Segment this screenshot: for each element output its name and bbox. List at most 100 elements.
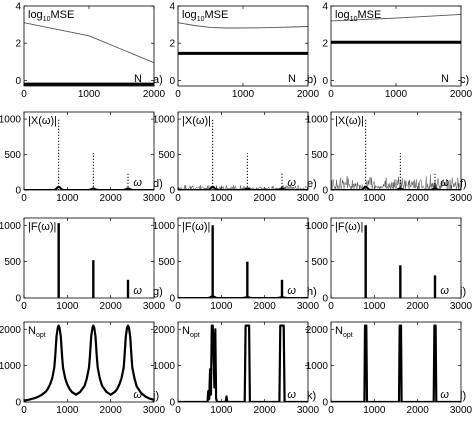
- x-tick-label: 0: [328, 89, 334, 100]
- y-tick-label: 1000: [153, 115, 176, 126]
- series-thick: [24, 324, 154, 402]
- y-tick-label: 500: [311, 150, 328, 161]
- x-tick-label: 2000: [254, 193, 277, 204]
- panel-quantity-label: |X(ω)|: [335, 115, 364, 127]
- axes-frame: [23, 111, 155, 191]
- panel-quantity-label: log10MSE: [335, 9, 381, 23]
- series-thin: [24, 22, 154, 64]
- panel-f: 0 1000 2000 3000 0 500 1000 |X(ω)| ω f): [306, 111, 473, 204]
- plot-area: [178, 324, 308, 402]
- x-tick-label: 3000: [297, 301, 320, 312]
- x-axis-label: ω: [133, 389, 142, 401]
- x-tick-label: 0: [175, 193, 181, 204]
- x-tick-label: 1000: [232, 89, 255, 100]
- panel-letter: a): [153, 74, 163, 86]
- x-axis-label: ω: [133, 177, 142, 189]
- x-tick-label: 1000: [210, 405, 233, 416]
- panel-letter: b): [307, 74, 317, 86]
- axes-frame: [23, 321, 155, 403]
- panel-quantity-label: |F(ω)|: [182, 221, 210, 233]
- x-tick-label: 1000: [363, 193, 386, 204]
- x-tick-label: 1000: [78, 89, 101, 100]
- panel-d: 0 1000 2000 3000 0 500 1000 |X(ω)| ω d): [0, 111, 166, 204]
- axes-frame: [177, 111, 309, 191]
- y-tick-label: 2000: [306, 325, 329, 336]
- panel-h: 0 1000 2000 3000 0 500 1000 |F(ω)| ω h): [153, 217, 320, 312]
- y-tick-label: 0: [322, 398, 328, 409]
- y-tick-label: 500: [158, 150, 175, 161]
- panel-quantity-label: |F(ω)|: [28, 221, 56, 233]
- x-tick-label: 2000: [254, 301, 277, 312]
- panel-letter: c): [460, 74, 469, 86]
- axes-frame: [23, 217, 155, 299]
- y-tick-label: 4: [169, 2, 175, 13]
- plot-area: [178, 22, 308, 55]
- y-tick-label: 1000: [306, 221, 329, 232]
- panel-quantity-label: |F(ω)|: [335, 221, 363, 233]
- y-tick-label: 0: [322, 76, 328, 87]
- x-tick-label: 1000: [210, 301, 233, 312]
- plot-area: [57, 223, 130, 298]
- y-tick-label: 0: [15, 398, 21, 409]
- axes-frame: [177, 321, 309, 403]
- x-tick-label: 2000: [100, 405, 123, 416]
- x-axis-label: ω: [287, 389, 296, 401]
- panel-letter: g): [153, 286, 163, 298]
- plot-area: [364, 225, 437, 298]
- x-axis-label: N: [441, 73, 449, 85]
- x-axis-label: ω: [133, 285, 142, 297]
- series-thick: [178, 324, 308, 402]
- x-tick-label: 1000: [56, 405, 79, 416]
- panel-quantity-label: |X(ω)|: [28, 115, 57, 127]
- plot-area: [331, 324, 461, 402]
- x-tick-label: 1000: [363, 405, 386, 416]
- x-tick-label: 3000: [143, 301, 166, 312]
- x-axis-label: ω: [287, 285, 296, 297]
- x-tick-label: 1000: [210, 193, 233, 204]
- y-tick-label: 0: [15, 76, 21, 87]
- y-tick-label: 0: [15, 294, 21, 305]
- panel-i: 0 1000 2000 3000 0 500 1000 |F(ω)| ω i): [306, 217, 473, 312]
- y-tick-label: 2000: [0, 325, 21, 336]
- panel-letter: h): [307, 286, 317, 298]
- x-tick-label: 2000: [407, 193, 430, 204]
- y-tick-label: 4: [322, 2, 328, 13]
- y-tick-label: 0: [322, 186, 328, 197]
- x-tick-label: 0: [328, 301, 334, 312]
- x-tick-label: 3000: [297, 193, 320, 204]
- axes-frame: [330, 111, 462, 191]
- y-tick-label: 0: [15, 186, 21, 197]
- panel-e: 0 1000 2000 3000 0 500 1000 |X(ω)| ω e): [153, 111, 320, 204]
- x-tick-label: 2000: [450, 89, 473, 100]
- panel-a: 0 1000 2000 0 2 4 log10MSE N a): [15, 2, 165, 101]
- x-tick-label: 3000: [297, 405, 320, 416]
- y-tick-label: 1000: [153, 221, 176, 232]
- panel-b: 0 1000 2000 0 2 4 log10MSE N b): [169, 2, 319, 101]
- series-thick: [331, 324, 461, 402]
- panel-letter: j): [152, 390, 159, 402]
- series-thin: [178, 22, 308, 29]
- x-tick-label: 0: [175, 301, 181, 312]
- y-tick-label: 2: [322, 39, 328, 50]
- panel-quantity-label: Nopt: [28, 325, 46, 339]
- y-tick-label: 2: [169, 39, 175, 50]
- x-tick-label: 2000: [407, 301, 430, 312]
- x-tick-label: 3000: [450, 193, 473, 204]
- panel-quantity-label: log10MSE: [182, 9, 228, 23]
- x-tick-label: 0: [175, 405, 181, 416]
- panel-letter: i): [460, 286, 466, 298]
- x-tick-label: 3000: [143, 193, 166, 204]
- x-axis-label: ω: [287, 177, 296, 189]
- y-tick-label: 1000: [0, 361, 21, 372]
- x-axis-label: ω: [440, 285, 449, 297]
- panel-letter: e): [307, 178, 317, 190]
- y-tick-label: 0: [169, 186, 175, 197]
- y-tick-label: 500: [158, 257, 175, 268]
- x-tick-label: 1000: [56, 301, 79, 312]
- y-tick-label: 1000: [0, 115, 21, 126]
- panel-letter: f): [460, 178, 467, 190]
- y-tick-label: 0: [169, 76, 175, 87]
- x-axis-label: N: [288, 73, 296, 85]
- x-tick-label: 3000: [450, 301, 473, 312]
